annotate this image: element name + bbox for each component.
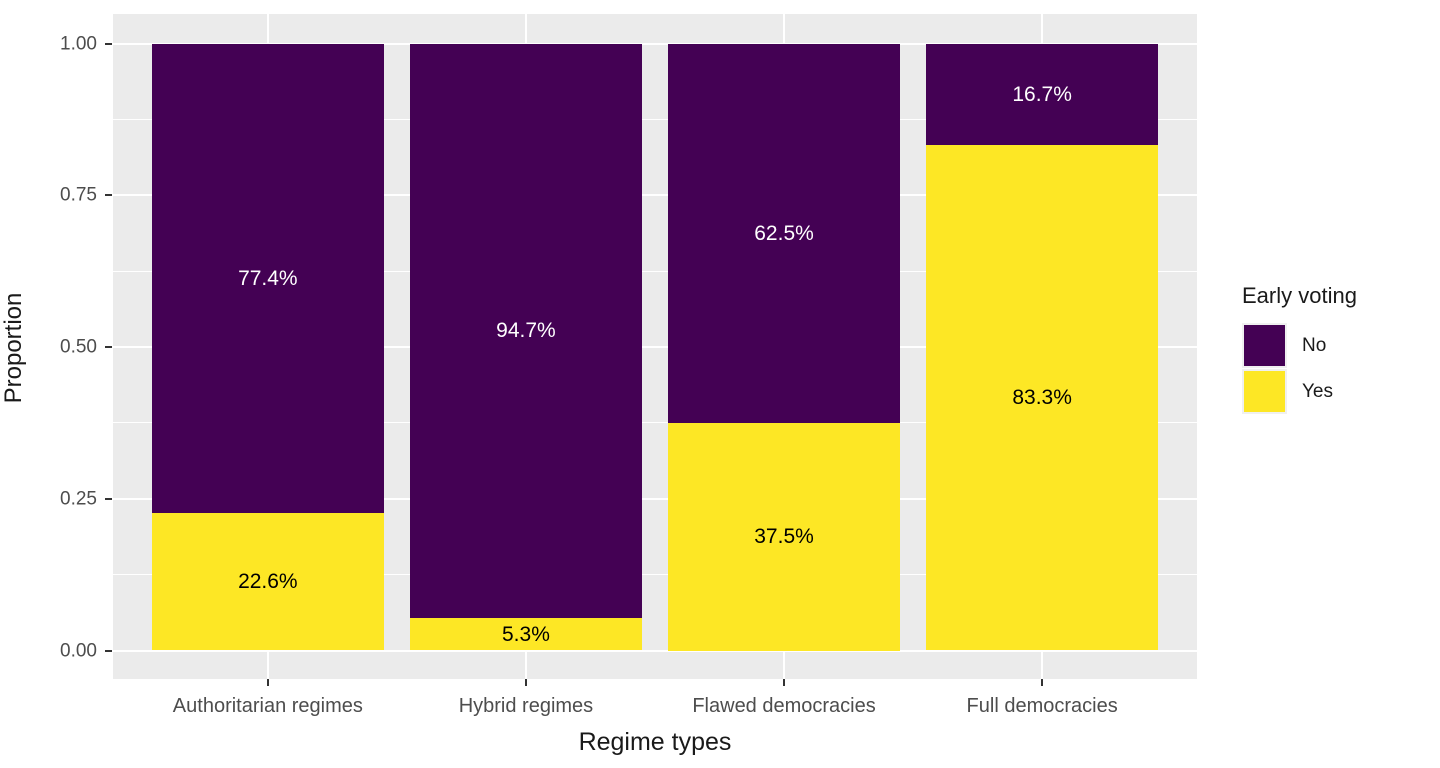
gridline-major-horizontal: [113, 194, 1197, 197]
x-axis-tick: [1041, 679, 1044, 686]
legend-entry-label: Yes: [1302, 380, 1333, 402]
bar-value-label: 22.6%: [238, 570, 298, 594]
y-axis-tick-label: 0.00: [60, 640, 97, 661]
bar-segment-no: 16.7%: [926, 43, 1159, 145]
gridline-minor-horizontal: [113, 574, 1197, 576]
x-axis-tick-label: Authoritarian regimes: [172, 695, 363, 717]
gridline-minor-horizontal: [113, 422, 1197, 424]
x-axis-tick-label: Flawed democracies: [692, 695, 876, 717]
y-axis-tick-label: 0.50: [60, 336, 97, 358]
x-axis-tick-label: Full democracies: [966, 695, 1118, 717]
gridline-minor-horizontal: [113, 118, 1197, 120]
legend-swatch-yes: [1244, 371, 1285, 412]
bar-segment-no: 94.7%: [409, 43, 643, 619]
bar-segment-yes: 37.5%: [667, 422, 901, 651]
legend-key-background: [1242, 369, 1287, 414]
bar-segment-no: 77.4%: [151, 43, 384, 514]
bar-value-label: 77.4%: [238, 266, 298, 290]
bar-segment-yes: 83.3%: [926, 144, 1159, 651]
x-axis-title: Regime types: [578, 728, 732, 756]
bar-value-label: 94.7%: [496, 319, 556, 343]
gridline-major-horizontal: [113, 649, 1197, 652]
y-axis-tick-label: 0.75: [60, 184, 97, 206]
y-axis-tick: [105, 194, 112, 197]
y-axis-tick: [105, 346, 112, 348]
x-axis-tick: [266, 679, 269, 686]
legend-swatch-no: [1244, 325, 1285, 366]
y-axis-title: Proportion: [0, 292, 27, 404]
y-axis-tick-label: 1.00: [60, 33, 97, 54]
gridline-major-horizontal: [113, 497, 1197, 500]
x-axis-tick: [783, 679, 786, 686]
legend-key-background: [1242, 323, 1287, 368]
x-axis-tick-label: Hybrid regimes: [458, 695, 594, 717]
gridline-major-horizontal: [113, 42, 1197, 45]
y-axis-tick: [105, 497, 112, 500]
bar-value-label: 37.5%: [754, 525, 814, 549]
y-axis-tick: [105, 649, 112, 652]
bar-value-label: 62.5%: [754, 221, 814, 245]
legend-keys: No Yes: [1242, 323, 1357, 414]
legend-title: Early voting: [1242, 283, 1357, 308]
gridline-major-horizontal: [113, 346, 1197, 348]
legend: Early voting No Yes: [1242, 283, 1357, 415]
bar-segment-yes: 5.3%: [409, 618, 643, 651]
legend-entry-label: No: [1302, 334, 1327, 356]
bar-segment-no: 62.5%: [667, 43, 901, 423]
plot-panel: 22.6% 77.4% 5.3% 94.7% 37.5% 62.5% 83.3% 16.7%: [113, 14, 1197, 679]
gridline-minor-horizontal: [113, 270, 1197, 272]
x-axis-tick: [524, 679, 527, 686]
y-axis-tick: [105, 42, 112, 45]
bar-value-label: 83.3%: [1012, 386, 1072, 410]
legend-key-yes: Yes: [1242, 369, 1357, 414]
bar-value-label: 16.7%: [1012, 82, 1072, 106]
legend-key-no: No: [1242, 323, 1357, 368]
bar-segment-yes: 22.6%: [151, 513, 384, 651]
bar-value-label: 5.3%: [502, 622, 550, 646]
y-axis-tick-label: 0.25: [60, 488, 97, 510]
